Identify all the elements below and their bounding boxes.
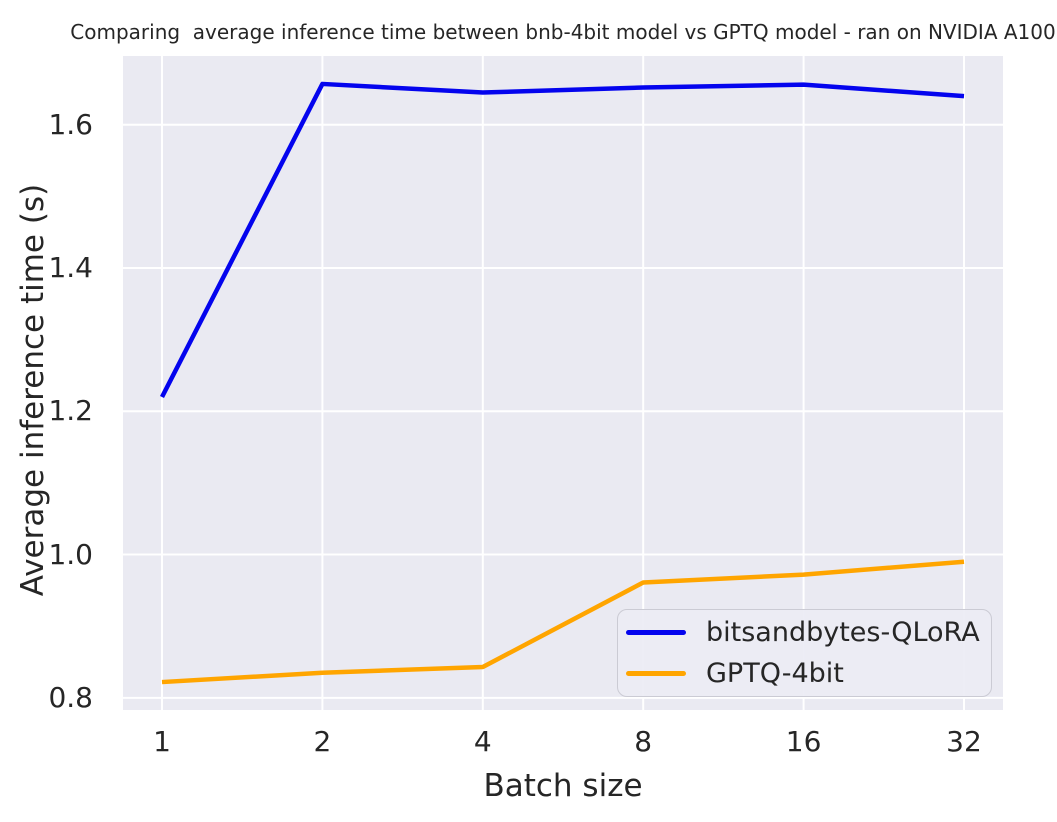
plot-area [123,56,1003,710]
y-tick-label: 0.8 [48,680,93,714]
chart-canvas [123,56,1003,710]
x-tick-label: 32 [946,725,982,758]
legend-item: bitsandbytes-QLoRA [626,612,983,653]
legend-label: GPTQ-4bit [706,657,844,689]
x-tick-label: 2 [313,725,332,758]
y-tick-label: 1.2 [48,394,93,428]
legend-item: GPTQ-4bit [626,653,983,694]
x-tick-label: 16 [785,725,822,758]
x-axis-label: Batch size [483,768,643,804]
line-bitsandbytes-qlora [159,81,965,398]
legend-line-sample [626,671,686,676]
legend: bitsandbytes-QLoRA GPTQ-4bit [617,609,992,697]
legend-line-sample [626,630,686,635]
y-tick-label: 1.4 [48,251,93,285]
axes-background [123,56,1003,710]
chart-title: Comparing average inference time between… [70,20,1056,44]
x-tick-label: 8 [634,725,653,758]
x-tick-label: 1 [153,725,171,758]
line-gptq-4bit [161,559,965,685]
y-tick-label: 1.0 [48,537,93,571]
y-axis-label: Average inference time (s) [15,183,51,597]
legend-label: bitsandbytes-QLoRA [706,616,980,648]
y-tick-label: 1.6 [48,107,93,141]
x-tick-label: 4 [473,725,492,758]
